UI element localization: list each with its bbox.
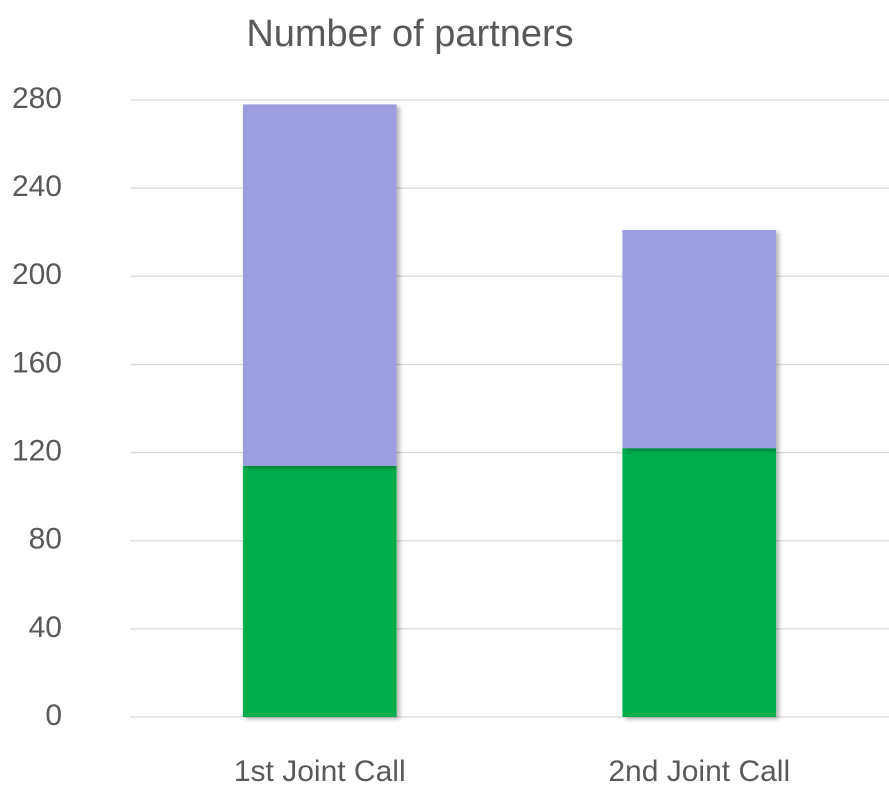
chart-title: Number of partners: [246, 13, 573, 55]
y-tick-label: 160: [12, 346, 62, 379]
y-tick-label: 240: [12, 170, 62, 203]
y-tick-label: 280: [12, 82, 62, 115]
y-tick-label: 120: [12, 434, 62, 467]
y-tick-label: 200: [12, 258, 62, 291]
x-tick-label: 1st Joint Call: [234, 755, 406, 788]
bar-segment: [622, 448, 777, 717]
x-tick-label: 2nd Joint Call: [608, 755, 790, 788]
y-tick-label: 40: [29, 611, 62, 644]
bar-segment: [622, 230, 777, 449]
bar-segment: [242, 465, 397, 717]
bar-segment: [242, 104, 397, 466]
y-tick-label: 0: [45, 699, 62, 732]
y-tick-label: 80: [29, 523, 62, 556]
